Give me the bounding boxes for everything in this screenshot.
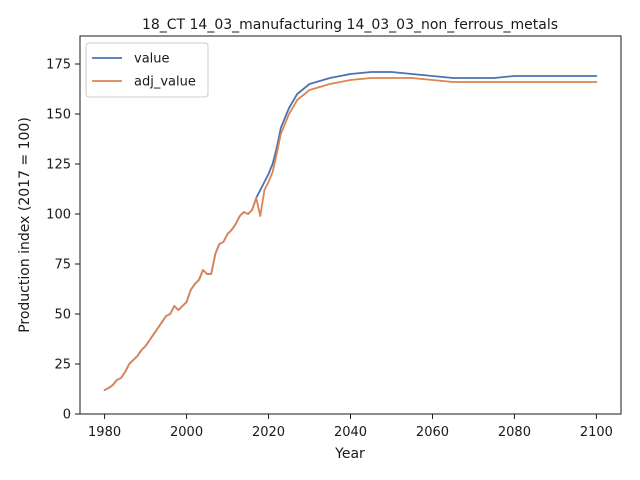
y-axis-label: Production index (2017 = 100): [17, 117, 33, 333]
legend-box: [85, 42, 209, 98]
y-tick-label: 125: [46, 158, 71, 173]
y-tick-label: 50: [54, 308, 71, 323]
y-axis: 0 25 50 75 100 125 150 175: [46, 58, 80, 423]
chart-title: 18_CT 14_03_manufacturing 14_03_03_non_f…: [142, 17, 558, 33]
x-axis: 1980 2000 2020 2040 2060 2080 2100: [88, 414, 613, 440]
y-tick-label: 25: [54, 358, 71, 373]
legend-label-value: value: [134, 52, 170, 67]
legend-label-adj-value: adj_value: [134, 75, 196, 90]
y-tick-label: 100: [46, 208, 71, 223]
x-tick-label: 2040: [334, 425, 367, 440]
y-tick-label: 75: [54, 258, 71, 273]
x-tick-label: 2060: [416, 425, 449, 440]
legend: value adj_value: [85, 42, 209, 98]
x-tick-label: 2020: [252, 425, 285, 440]
y-tick-label: 0: [63, 408, 71, 423]
series-line-adj-value: [103, 77, 598, 391]
x-tick-label: 2100: [580, 425, 613, 440]
x-axis-label: Year: [334, 446, 365, 462]
x-tick-label: 2000: [170, 425, 203, 440]
x-tick-label: 1980: [88, 425, 121, 440]
x-tick-label: 2080: [498, 425, 531, 440]
y-tick-label: 150: [46, 108, 71, 123]
y-tick-label: 175: [46, 58, 71, 73]
series-layer: [103, 71, 598, 391]
